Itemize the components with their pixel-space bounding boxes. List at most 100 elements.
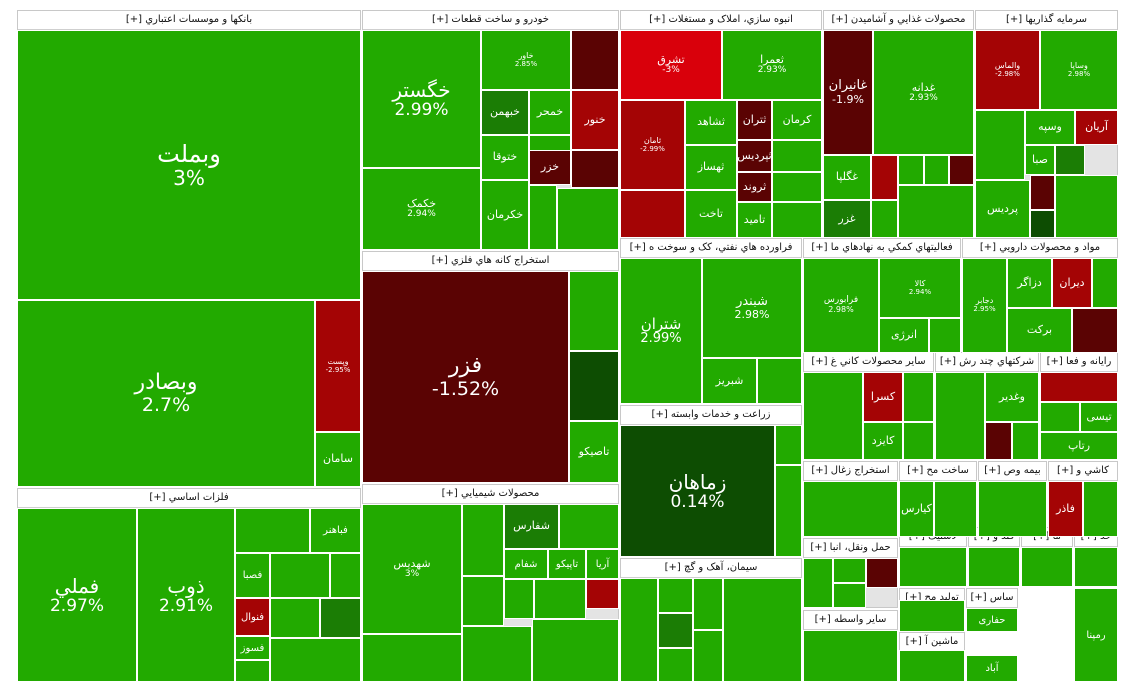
- stock-tile[interactable]: فاذر: [1048, 481, 1083, 537]
- stock-tile[interactable]: شفارس: [504, 504, 559, 549]
- stock-tile[interactable]: خمحر: [529, 90, 571, 135]
- stock-tile[interactable]: [866, 558, 898, 588]
- stock-tile[interactable]: [320, 598, 361, 638]
- stock-tile[interactable]: [924, 155, 949, 185]
- stock-tile[interactable]: [903, 372, 934, 422]
- stock-tile[interactable]: تاصیکو: [569, 421, 619, 483]
- stock-tile[interactable]: وساپا 2.98%: [1040, 30, 1118, 110]
- stock-tile[interactable]: [620, 190, 685, 238]
- stock-tile[interactable]: [803, 558, 833, 608]
- stock-tile[interactable]: [833, 558, 866, 583]
- stock-tile[interactable]: [270, 638, 361, 682]
- stock-tile[interactable]: [898, 155, 924, 185]
- stock-tile[interactable]: ثپردیس: [737, 140, 772, 172]
- stock-tile[interactable]: کیارس: [899, 481, 934, 537]
- stock-tile[interactable]: [658, 613, 693, 648]
- stock-tile[interactable]: آباد: [966, 655, 1018, 682]
- stock-tile[interactable]: [775, 465, 802, 557]
- stock-tile[interactable]: ذوب 2.91%: [137, 508, 235, 682]
- sector-title[interactable]: فلزات اساسي [+]: [18, 489, 360, 508]
- stock-tile[interactable]: تاخت: [685, 190, 737, 238]
- sector-title[interactable]: زراعت و خدمات وابسته [+]: [621, 406, 801, 425]
- stock-tile[interactable]: [330, 553, 361, 598]
- stock-tile[interactable]: [270, 598, 320, 638]
- stock-tile[interactable]: [1092, 258, 1118, 308]
- sector-title[interactable]: ساير واسطه [+]: [804, 611, 897, 630]
- stock-tile[interactable]: [803, 372, 863, 460]
- stock-tile[interactable]: [362, 634, 462, 682]
- stock-tile[interactable]: زماهان 0.14%: [620, 425, 775, 557]
- stock-tile[interactable]: [569, 351, 619, 421]
- stock-tile[interactable]: [1030, 210, 1055, 238]
- stock-tile[interactable]: [803, 630, 898, 682]
- stock-tile[interactable]: [1040, 372, 1118, 402]
- stock-tile[interactable]: آریان: [1075, 110, 1118, 145]
- stock-tile[interactable]: فنوال: [235, 598, 270, 636]
- stock-tile[interactable]: انرژی: [879, 318, 929, 353]
- stock-tile[interactable]: وسپه: [1025, 110, 1075, 145]
- stock-tile[interactable]: [534, 579, 586, 619]
- sector-title[interactable]: خودرو و ساخت قطعات [+]: [363, 11, 618, 30]
- stock-tile[interactable]: خگستر 2.99%: [362, 30, 481, 168]
- stock-tile[interactable]: [658, 578, 693, 613]
- stock-tile[interactable]: [586, 579, 619, 609]
- sector-title[interactable]: ساير محصولات کاني غ [+]: [804, 353, 933, 372]
- stock-tile[interactable]: [270, 553, 330, 598]
- stock-tile[interactable]: کرمان: [772, 100, 822, 140]
- stock-tile[interactable]: [462, 626, 532, 682]
- sector-title[interactable]: حمل ونقل، انبا [+]: [804, 539, 897, 558]
- stock-tile[interactable]: [985, 422, 1012, 460]
- stock-tile[interactable]: فسوز: [235, 636, 270, 660]
- stock-tile[interactable]: ثعمرا 2.93%: [722, 30, 822, 100]
- stock-tile[interactable]: دیران: [1052, 258, 1092, 308]
- stock-tile[interactable]: [899, 600, 965, 632]
- sector-title[interactable]: رايانه و فعا [+]: [1041, 353, 1117, 372]
- sector-title[interactable]: بانکها و موسسات اعتباري [+]: [18, 11, 360, 30]
- sector-title[interactable]: بيمه وص [+]: [979, 462, 1046, 481]
- stock-tile[interactable]: دزاگر: [1007, 258, 1052, 308]
- sector-title[interactable]: ساخت مح [+]: [900, 462, 976, 481]
- stock-tile[interactable]: وبصادر 2.7%: [17, 300, 315, 487]
- stock-tile[interactable]: [871, 200, 898, 238]
- stock-tile[interactable]: غانیران -1.9%: [823, 30, 873, 155]
- stock-tile[interactable]: [693, 630, 723, 682]
- stock-tile[interactable]: فصبا: [235, 553, 270, 598]
- stock-tile[interactable]: [775, 425, 802, 465]
- stock-tile[interactable]: خنور: [571, 90, 619, 150]
- stock-tile[interactable]: وبملت 3%: [17, 30, 361, 300]
- stock-tile[interactable]: [693, 578, 723, 630]
- stock-tile[interactable]: [978, 481, 1047, 537]
- stock-tile[interactable]: [899, 547, 967, 587]
- stock-tile[interactable]: [1072, 308, 1118, 353]
- stock-tile[interactable]: تاپیکو: [548, 549, 586, 579]
- stock-tile[interactable]: شبندر 2.98%: [702, 258, 802, 358]
- stock-tile[interactable]: [235, 660, 270, 682]
- sector-title[interactable]: فراورده هاي نفتي، کک و سوخت ه [+]: [621, 239, 801, 258]
- stock-tile[interactable]: [968, 547, 1020, 587]
- stock-tile[interactable]: شهدیس 3%: [362, 504, 462, 634]
- stock-tile[interactable]: آریا: [586, 549, 619, 579]
- stock-tile[interactable]: [757, 358, 802, 404]
- stock-tile[interactable]: [504, 579, 534, 619]
- sector-title[interactable]: کاشي و [+]: [1049, 462, 1117, 481]
- sector-title[interactable]: فعاليتهاي کمکي به نهادهاي ما [+]: [804, 239, 960, 258]
- sector-title[interactable]: سرمايه گذاريها [+]: [976, 11, 1117, 30]
- stock-tile[interactable]: برکت: [1007, 308, 1072, 353]
- stock-tile[interactable]: فملي 2.97%: [17, 508, 137, 682]
- stock-tile[interactable]: [929, 318, 961, 353]
- stock-tile[interactable]: [1012, 422, 1039, 460]
- stock-tile[interactable]: ثشاهد: [685, 100, 737, 145]
- stock-tile[interactable]: [898, 185, 974, 238]
- stock-tile[interactable]: [1074, 547, 1118, 587]
- stock-tile[interactable]: [1055, 175, 1118, 238]
- stock-tile[interactable]: [571, 150, 619, 188]
- stock-tile[interactable]: ثامان -2.99%: [620, 100, 685, 190]
- sector-title[interactable]: مواد و محصولات دارويي [+]: [963, 239, 1117, 258]
- stock-tile[interactable]: شتران 2.99%: [620, 258, 702, 404]
- stock-tile[interactable]: [235, 508, 310, 553]
- sector-title[interactable]: شرکتهاي چند رش [+]: [936, 353, 1038, 372]
- stock-tile[interactable]: غدانه 2.93%: [873, 30, 974, 155]
- stock-tile[interactable]: دجابر 2.95%: [962, 258, 1007, 353]
- stock-tile[interactable]: [1083, 481, 1118, 537]
- sector-title[interactable]: ساس [+]: [967, 589, 1017, 608]
